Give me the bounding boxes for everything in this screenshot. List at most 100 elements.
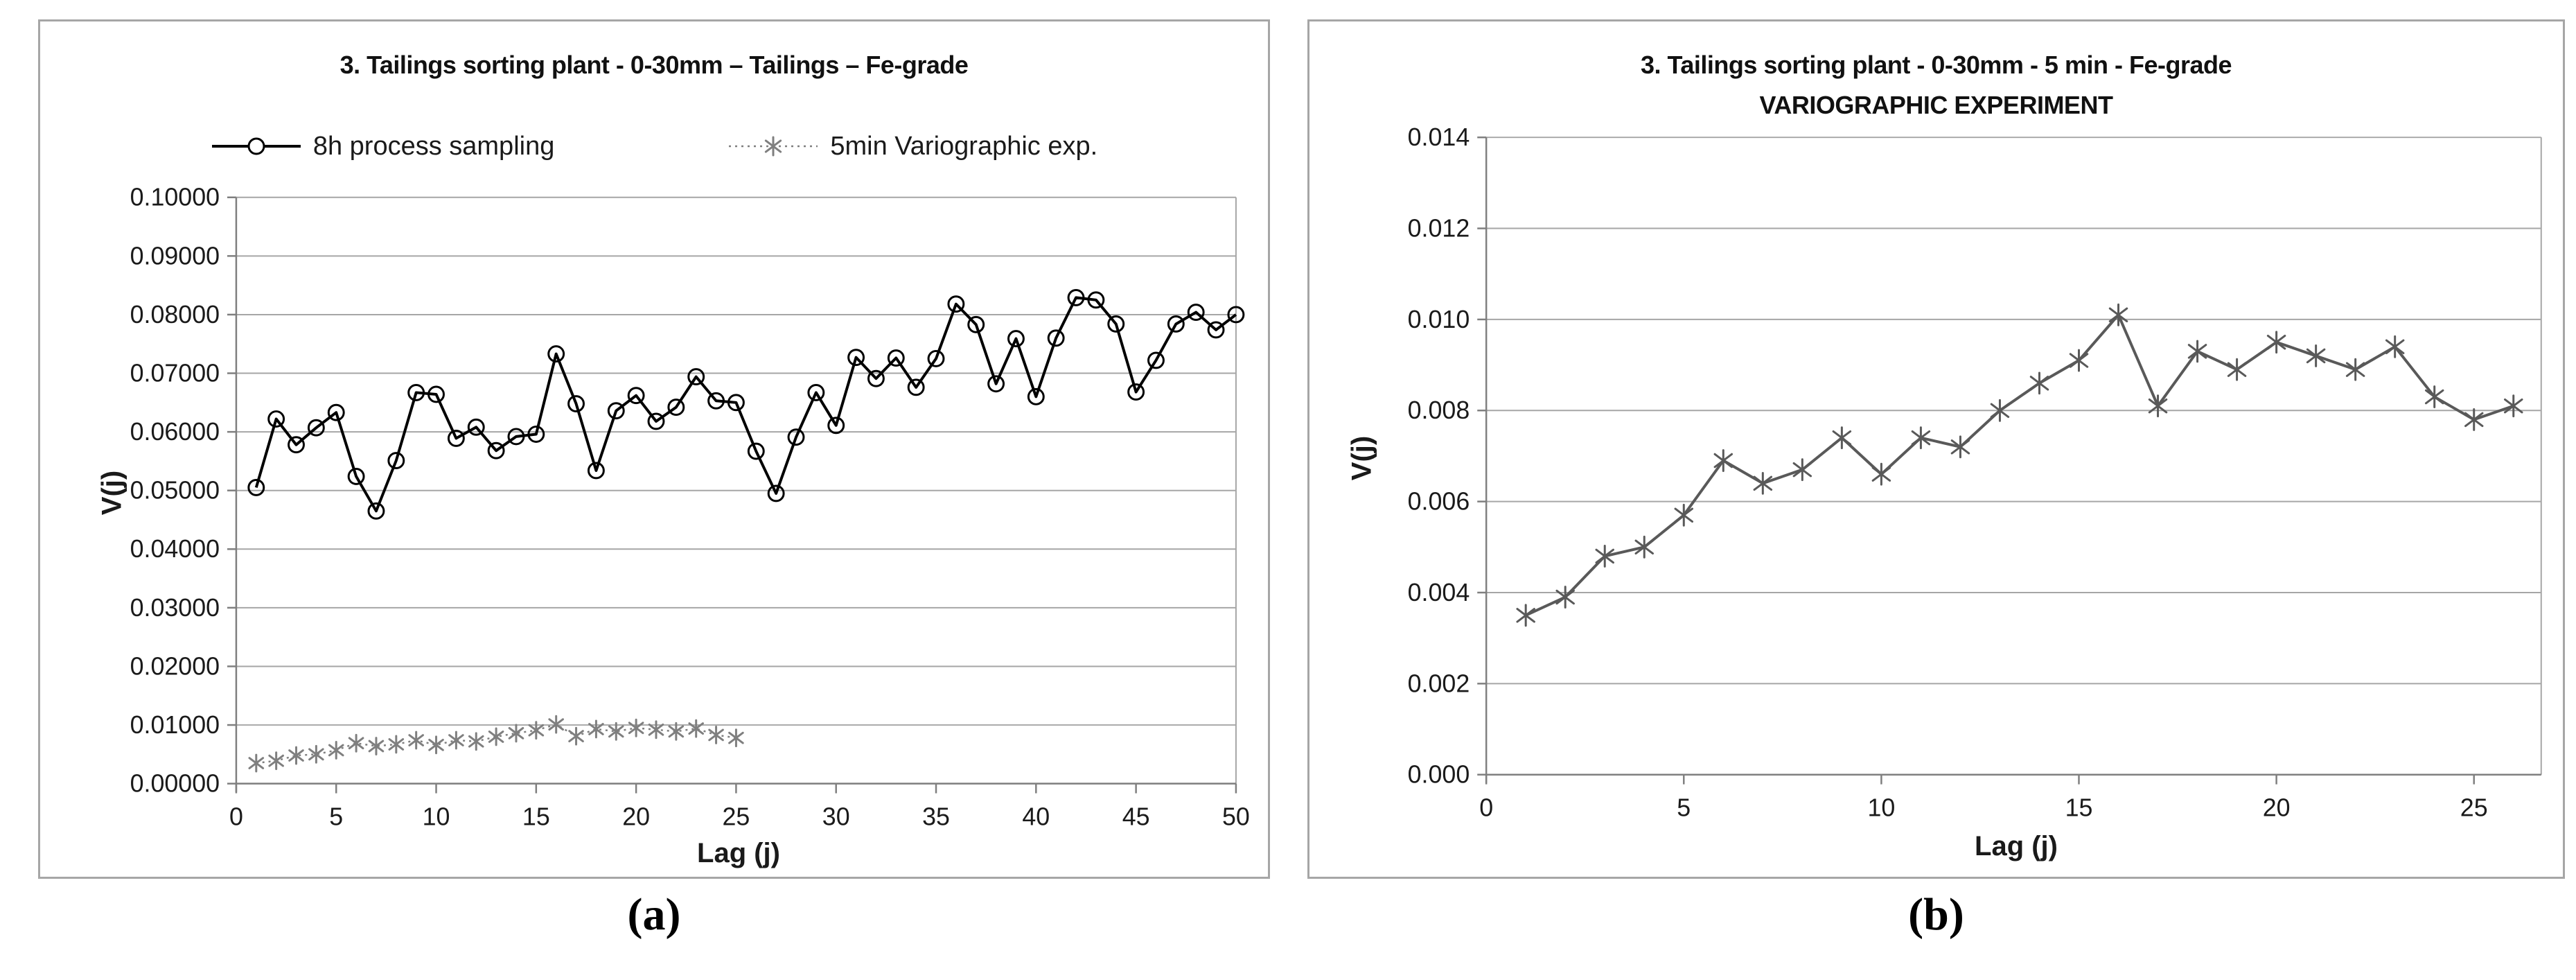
circle-marker bbox=[307, 419, 325, 437]
x-tick-label: 5 bbox=[329, 803, 343, 830]
circle-marker bbox=[587, 462, 605, 480]
circle-marker bbox=[1067, 288, 1085, 306]
y-tick-label: 0.010 bbox=[1408, 306, 1470, 333]
asterisk-marker bbox=[508, 724, 524, 743]
x-tick-label: 10 bbox=[1867, 794, 1895, 821]
circle-marker bbox=[267, 410, 285, 428]
y-tick-label: 0.012 bbox=[1408, 214, 1470, 242]
asterisk-marker bbox=[1595, 545, 1614, 568]
asterisk-marker bbox=[2345, 358, 2365, 381]
y-tick-label: 0.014 bbox=[1408, 123, 1470, 151]
circle-marker bbox=[927, 349, 945, 367]
y-tick-label: 0.03000 bbox=[130, 594, 220, 622]
circle-marker bbox=[987, 375, 1005, 393]
asterisk-marker bbox=[448, 730, 464, 750]
circle-marker bbox=[567, 395, 585, 412]
x-tick-label: 25 bbox=[2460, 794, 2488, 821]
asterisk-marker bbox=[2069, 349, 2089, 372]
circle-marker bbox=[1187, 304, 1205, 321]
circle-marker bbox=[947, 295, 965, 313]
caption-a: (a) bbox=[627, 889, 681, 940]
circle-marker bbox=[347, 467, 365, 485]
x-tick-label: 20 bbox=[2263, 794, 2291, 821]
caption-b: (b) bbox=[1908, 889, 1964, 940]
gridlines bbox=[236, 196, 1237, 785]
y-tick-label: 0.006 bbox=[1408, 488, 1470, 516]
gridlines bbox=[1486, 137, 2542, 776]
circle-marker bbox=[767, 484, 785, 502]
y-tick-label: 0.00000 bbox=[130, 770, 220, 798]
asterisk-marker bbox=[648, 720, 664, 740]
circle-marker bbox=[847, 349, 865, 367]
asterisk-marker bbox=[248, 753, 265, 773]
circle-marker bbox=[727, 394, 745, 412]
x-tick-label: 0 bbox=[229, 803, 243, 830]
asterisk-marker bbox=[388, 735, 405, 754]
chart-b-x-axis-title: Lag (j) bbox=[1975, 831, 2058, 861]
asterisk-marker bbox=[2385, 335, 2405, 358]
y-tick-label: 0.002 bbox=[1408, 670, 1470, 697]
chart-b-panel: 3. Tailings sorting plant - 0-30mm - 5 m… bbox=[1307, 19, 2565, 879]
asterisk-marker bbox=[1832, 426, 1852, 450]
asterisk-marker bbox=[368, 737, 385, 755]
y-tick-label: 0.10000 bbox=[130, 184, 220, 211]
asterisk-marker bbox=[688, 719, 704, 738]
chart-b-plot: 0.000 0.002 0.004 0.006 0.008 0.010 0.012 0.014… bbox=[1408, 123, 2542, 821]
circle-marker bbox=[807, 384, 825, 401]
axis-ticks bbox=[1477, 136, 2475, 785]
asterisk-marker bbox=[528, 721, 545, 740]
x-tick-label: 25 bbox=[723, 803, 750, 830]
asterisk-marker bbox=[2108, 303, 2128, 326]
circle-marker bbox=[1147, 351, 1165, 369]
legend-item-1: 8h process sampling bbox=[211, 131, 554, 161]
circle-marker bbox=[667, 399, 685, 417]
asterisk-marker bbox=[2187, 340, 2207, 363]
axis-ticks bbox=[227, 196, 1237, 794]
circle-marker bbox=[467, 418, 485, 436]
asterisk-marker bbox=[588, 719, 604, 739]
chart-a-x-axis-title: Lag (j) bbox=[697, 838, 780, 868]
circle-marker bbox=[627, 387, 645, 405]
y-tick-label: 0.07000 bbox=[130, 359, 220, 387]
asterisk-marker bbox=[308, 744, 324, 764]
asterisk-marker bbox=[1990, 399, 2010, 422]
circle-marker bbox=[707, 392, 725, 410]
circle-marker bbox=[907, 378, 925, 396]
legend-line-circle-icon bbox=[211, 137, 301, 155]
circle-marker bbox=[1107, 315, 1125, 333]
x-tick-label: 10 bbox=[423, 803, 450, 830]
x-tick-label: 45 bbox=[1122, 803, 1150, 830]
series-line bbox=[1525, 313, 2514, 617]
chart-a-plot: 0.00000 0.01000 0.02000 0.03000 0.04000 0.050… bbox=[130, 184, 1250, 831]
asterisk-marker bbox=[328, 741, 344, 760]
asterisk-marker bbox=[2424, 385, 2444, 408]
chart-a-title: 3. Tailings sorting plant - 0-30mm – Tai… bbox=[339, 51, 969, 79]
asterisk-marker bbox=[1674, 503, 1694, 527]
circle-marker bbox=[687, 368, 705, 386]
asterisk-marker bbox=[708, 726, 724, 744]
circle-marker bbox=[447, 429, 465, 447]
chart-a-legend: 8h process sampling 5min Variographic exp… bbox=[40, 131, 1268, 161]
circle-marker bbox=[527, 426, 545, 443]
axis-tick-labels: 0.000 0.002 0.004 0.006 0.008 0.010 0.012 0.014… bbox=[1408, 123, 2488, 821]
circle-marker bbox=[327, 403, 345, 421]
asterisk-marker bbox=[1713, 449, 1733, 472]
asterisk-marker bbox=[1516, 604, 1535, 627]
chart-a-panel: 3. Tailings sorting plant - 0-30mm – Tai… bbox=[38, 19, 1270, 879]
x-tick-label: 15 bbox=[2065, 794, 2093, 821]
asterisk-marker bbox=[1950, 435, 1970, 459]
legend-item-label: 5min Variographic exp. bbox=[830, 131, 1098, 161]
x-tick-label: 15 bbox=[522, 803, 550, 830]
x-tick-label: 35 bbox=[922, 803, 950, 830]
y-tick-label: 0.008 bbox=[1408, 396, 1470, 424]
chart-b-title: 3. Tailings sorting plant - 0-30mm - 5 m… bbox=[1641, 51, 2232, 79]
y-tick-label: 0.06000 bbox=[130, 418, 220, 446]
circle-marker bbox=[288, 436, 305, 454]
asterisk-marker bbox=[2148, 394, 2168, 418]
asterisk-marker bbox=[668, 721, 685, 741]
y-tick-label: 0.04000 bbox=[130, 535, 220, 563]
circle-marker bbox=[967, 315, 985, 333]
circle-marker bbox=[1227, 306, 1245, 324]
asterisk-marker bbox=[1634, 535, 1654, 559]
